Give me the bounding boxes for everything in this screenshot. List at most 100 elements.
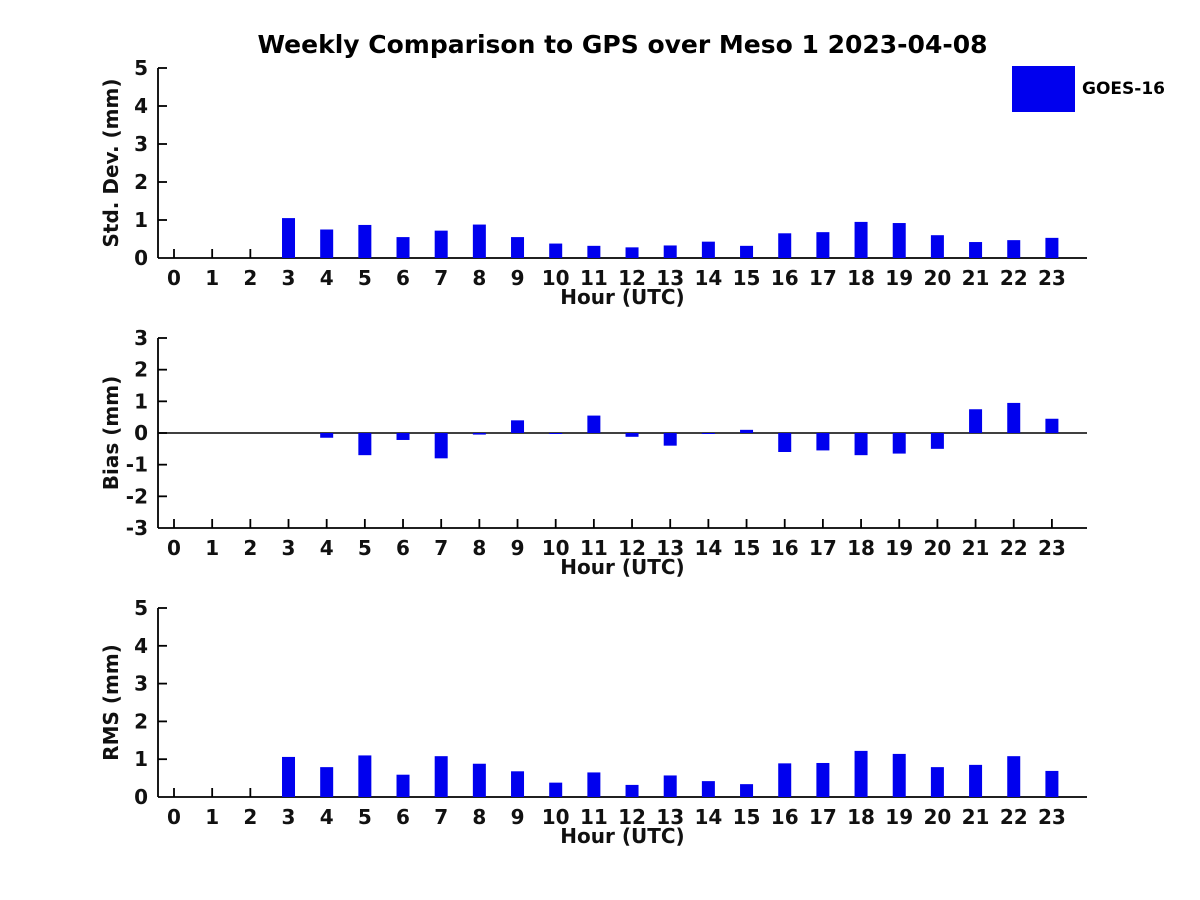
bar-hour-6 xyxy=(396,237,410,258)
bar-hour-7 xyxy=(434,756,448,797)
x-tick-label: 6 xyxy=(396,805,410,829)
bar-hour-19 xyxy=(892,753,906,797)
y-tick-label: 3 xyxy=(134,132,148,156)
bar-hour-10 xyxy=(549,433,563,434)
x-tick-label: 8 xyxy=(472,266,486,290)
bar-hour-15 xyxy=(740,429,754,433)
bar-hour-18 xyxy=(854,433,868,456)
x-tick-label: 1 xyxy=(205,536,219,560)
x-tick-label: 18 xyxy=(847,805,875,829)
bar-hour-6 xyxy=(396,433,410,440)
x-tick-label: 0 xyxy=(167,805,181,829)
x-tick-label: 6 xyxy=(396,266,410,290)
y-tick-label: 1 xyxy=(134,389,148,413)
bar-hour-8 xyxy=(472,224,486,258)
y-tick-label: 2 xyxy=(134,170,148,194)
x-tick-label: 3 xyxy=(282,266,296,290)
bar-hour-13 xyxy=(663,433,677,446)
y-tick-label: -2 xyxy=(126,484,148,508)
bar-hour-13 xyxy=(663,245,677,258)
x-tick-label: 10 xyxy=(542,805,570,829)
x-tick-label: 21 xyxy=(962,266,990,290)
x-tick-label: 18 xyxy=(847,266,875,290)
x-tick-label: 20 xyxy=(923,266,951,290)
x-tick-label: 8 xyxy=(472,536,486,560)
x-tick-label: 8 xyxy=(472,805,486,829)
bar-hour-3 xyxy=(282,218,296,258)
y-tick-label: -1 xyxy=(126,453,148,477)
y-tick-label: 2 xyxy=(134,358,148,382)
x-tick-label: 15 xyxy=(733,805,761,829)
bar-hour-17 xyxy=(816,762,830,797)
x-tick-label: 2 xyxy=(243,536,257,560)
x-tick-label: 11 xyxy=(580,266,608,290)
x-tick-label: 13 xyxy=(656,266,684,290)
y-tick-label: 0 xyxy=(134,785,148,809)
bar-hour-12 xyxy=(625,433,639,437)
x-tick-label: 14 xyxy=(694,536,722,560)
x-tick-label: 14 xyxy=(694,805,722,829)
bar-hour-7 xyxy=(434,230,448,258)
x-tick-label: 23 xyxy=(1038,536,1066,560)
x-tick-label: 2 xyxy=(243,805,257,829)
bar-hour-12 xyxy=(625,247,639,258)
bar-hour-9 xyxy=(511,771,525,797)
bar-hour-22 xyxy=(1007,756,1021,797)
x-tick-label: 22 xyxy=(1000,805,1028,829)
x-tick-label: 0 xyxy=(167,266,181,290)
bar-hour-9 xyxy=(511,237,525,258)
y-tick-label: 3 xyxy=(134,326,148,350)
x-tick-label: 7 xyxy=(434,805,448,829)
x-tick-label: 15 xyxy=(733,536,761,560)
bar-hour-16 xyxy=(778,763,792,797)
x-tick-label: 10 xyxy=(542,266,570,290)
x-tick-label: 6 xyxy=(396,536,410,560)
bar-hour-19 xyxy=(892,433,906,454)
bar-hour-14 xyxy=(701,241,715,258)
x-tick-label: 14 xyxy=(694,266,722,290)
x-axis-label: Hour (UTC) xyxy=(560,285,684,309)
x-tick-label: 1 xyxy=(205,266,219,290)
bar-hour-17 xyxy=(816,232,830,258)
x-tick-label: 16 xyxy=(771,266,799,290)
bar-hour-14 xyxy=(701,781,715,797)
bar-hour-8 xyxy=(472,763,486,797)
y-tick-label: 0 xyxy=(134,246,148,270)
legend-swatch xyxy=(1012,66,1075,112)
bar-hour-14 xyxy=(701,433,715,434)
x-tick-label: 5 xyxy=(358,266,372,290)
x-tick-label: 19 xyxy=(885,266,913,290)
y-tick-label: 0 xyxy=(134,421,148,445)
bar-hour-12 xyxy=(625,784,639,797)
x-tick-label: 20 xyxy=(923,536,951,560)
x-tick-label: 11 xyxy=(580,805,608,829)
x-tick-label: 5 xyxy=(358,536,372,560)
bar-hour-11 xyxy=(587,772,601,797)
x-tick-label: 12 xyxy=(618,266,646,290)
y-tick-label: 3 xyxy=(134,672,148,696)
bar-hour-4 xyxy=(320,433,334,438)
x-tick-label: 12 xyxy=(618,805,646,829)
x-tick-label: 10 xyxy=(542,536,570,560)
bar-hour-15 xyxy=(740,245,754,258)
chart-title: Weekly Comparison to GPS over Meso 1 202… xyxy=(257,30,988,59)
bar-hour-17 xyxy=(816,433,830,451)
y-tick-label: 4 xyxy=(134,94,148,118)
x-tick-label: 4 xyxy=(320,266,334,290)
bar-hour-21 xyxy=(969,242,983,258)
bar-hour-16 xyxy=(778,233,792,258)
x-axis-label: Hour (UTC) xyxy=(560,555,684,579)
bar-hour-11 xyxy=(587,415,601,433)
x-tick-label: 21 xyxy=(962,805,990,829)
bar-hour-5 xyxy=(358,755,372,797)
x-tick-label: 7 xyxy=(434,536,448,560)
bar-hour-20 xyxy=(930,433,944,449)
x-tick-label: 13 xyxy=(656,536,684,560)
y-tick-label: 1 xyxy=(134,208,148,232)
bar-hour-21 xyxy=(969,409,983,433)
bar-hour-10 xyxy=(549,782,563,797)
